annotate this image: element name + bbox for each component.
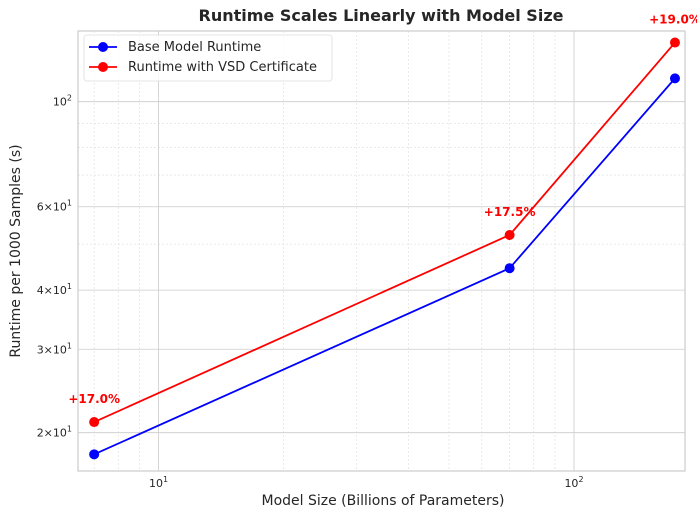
legend: Base Model Runtime Runtime with VSD Cert… bbox=[83, 34, 333, 82]
series-point-0 bbox=[669, 73, 680, 84]
legend-marker-vsd bbox=[98, 62, 108, 72]
legend-label-base: Base Model Runtime bbox=[128, 40, 261, 55]
y-tick-label: 2×101 bbox=[37, 425, 72, 440]
grid bbox=[78, 31, 685, 471]
series-point-0 bbox=[504, 263, 515, 274]
y-tick-label: 102 bbox=[53, 94, 72, 109]
tick-labels: 101 102 2×101 3×101 4×101 6×101 102 bbox=[37, 94, 584, 490]
plot-frame bbox=[77, 30, 686, 472]
series-point-1 bbox=[504, 229, 515, 240]
series bbox=[89, 37, 680, 460]
y-axis-label: Runtime per 1000 Samples (s) bbox=[8, 144, 24, 357]
series-point-0 bbox=[89, 449, 100, 460]
legend-box bbox=[83, 34, 333, 82]
y-tick-label: 4×101 bbox=[37, 282, 72, 297]
annotation-label: +17.5% bbox=[484, 205, 536, 219]
legend-label-vsd: Runtime with VSD Certificate bbox=[128, 60, 317, 75]
series-point-1 bbox=[669, 37, 680, 48]
y-tick-label: 6×101 bbox=[37, 199, 72, 214]
x-axis-label: Model Size (Billions of Parameters) bbox=[261, 493, 504, 509]
chart-title: Runtime Scales Linearly with Model Size bbox=[199, 6, 564, 25]
annotation-label: +17.0% bbox=[68, 392, 120, 406]
annotations: +17.0% +17.5% +19.0% bbox=[68, 13, 697, 407]
legend-marker-base bbox=[98, 42, 108, 52]
annotation-label: +19.0% bbox=[649, 13, 697, 27]
x-tick-label: 102 bbox=[564, 475, 583, 490]
y-tick-label: 3×101 bbox=[37, 341, 72, 356]
series-point-1 bbox=[89, 417, 100, 428]
x-tick-label: 101 bbox=[149, 475, 168, 490]
